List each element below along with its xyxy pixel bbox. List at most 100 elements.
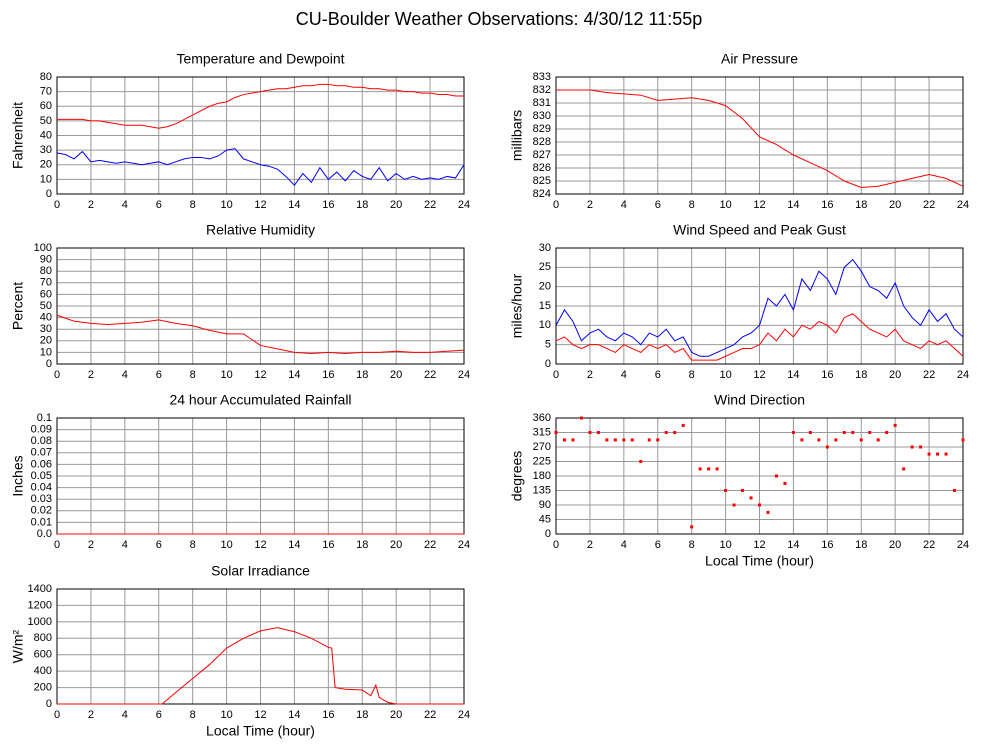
x-tick-label: 0 bbox=[553, 369, 559, 381]
x-tick-label: 14 bbox=[288, 199, 300, 211]
x-tick-label: 0 bbox=[54, 199, 60, 211]
x-tick-label: 24 bbox=[458, 539, 470, 551]
x-tick-label: 18 bbox=[356, 709, 368, 721]
x-tick-label: 6 bbox=[655, 539, 661, 551]
y-tick-label: 1000 bbox=[28, 616, 52, 628]
x-tick-label: 12 bbox=[753, 539, 765, 551]
y-tick-label: 50 bbox=[40, 300, 52, 312]
x-tick-label: 16 bbox=[322, 709, 334, 721]
y-tick-label: 30 bbox=[40, 323, 52, 335]
x-tick-label: 20 bbox=[889, 199, 901, 211]
x-tick-label: 12 bbox=[254, 369, 266, 381]
y-tick-label: 100 bbox=[34, 242, 52, 254]
x-tick-label: 16 bbox=[322, 539, 334, 551]
data-point bbox=[741, 489, 745, 492]
chart-title: Temperature and Dewpoint bbox=[176, 51, 344, 67]
y-tick-label: 829 bbox=[533, 123, 551, 135]
y-tick-label: 0.09 bbox=[31, 424, 52, 436]
data-point bbox=[647, 438, 651, 442]
y-tick-label: 40 bbox=[40, 129, 52, 141]
plot-frame bbox=[555, 76, 964, 195]
x-tick-label: 6 bbox=[156, 539, 162, 551]
x-tick-label: 8 bbox=[689, 369, 695, 381]
x-tick-label: 10 bbox=[220, 709, 232, 721]
x-tick-label: 16 bbox=[821, 369, 833, 381]
y-axis-label: millibars bbox=[509, 110, 525, 161]
y-tick-label: 0 bbox=[46, 358, 52, 370]
y-tick-label: 80 bbox=[40, 265, 52, 277]
x-tick-label: 18 bbox=[356, 199, 368, 211]
y-tick-label: 20 bbox=[40, 335, 52, 347]
y-tick-label: 0.02 bbox=[31, 505, 52, 517]
data-point bbox=[605, 438, 609, 442]
data-point bbox=[842, 431, 846, 434]
x-tick-label: 24 bbox=[957, 369, 969, 381]
y-tick-label: 20 bbox=[539, 281, 551, 293]
data-point bbox=[961, 438, 965, 442]
x-tick-label: 22 bbox=[923, 539, 935, 551]
y-tick-label: 831 bbox=[533, 97, 551, 109]
data-line bbox=[57, 627, 464, 705]
data-point bbox=[834, 438, 838, 442]
x-tick-label: 12 bbox=[254, 539, 266, 551]
chart-title: Relative Humidity bbox=[206, 222, 315, 238]
y-tick-label: 1200 bbox=[28, 599, 52, 611]
x-tick-label: 14 bbox=[787, 199, 799, 211]
plot-frame bbox=[56, 76, 465, 195]
x-tick-label: 24 bbox=[458, 369, 470, 381]
x-axis-label: Local Time (hour) bbox=[206, 723, 315, 739]
x-tick-label: 4 bbox=[122, 369, 128, 381]
data-point bbox=[622, 438, 626, 442]
data-point bbox=[851, 431, 855, 434]
chart-title: Air Pressure bbox=[721, 51, 798, 67]
data-point bbox=[876, 438, 880, 442]
plot-frame bbox=[56, 247, 465, 365]
data-point bbox=[800, 438, 804, 442]
x-tick-label: 0 bbox=[54, 539, 60, 551]
data-point bbox=[664, 431, 668, 434]
y-tick-label: 25 bbox=[539, 261, 551, 273]
data-point bbox=[944, 452, 948, 456]
y-tick-label: 830 bbox=[533, 110, 551, 122]
y-tick-label: 70 bbox=[40, 86, 52, 98]
x-tick-label: 6 bbox=[655, 199, 661, 211]
x-tick-label: 12 bbox=[254, 199, 266, 211]
y-tick-label: 0 bbox=[46, 188, 52, 200]
data-point bbox=[758, 503, 761, 507]
y-tick-label: 400 bbox=[34, 665, 52, 677]
data-point bbox=[766, 510, 770, 514]
x-tick-label: 8 bbox=[190, 369, 196, 381]
data-point bbox=[791, 431, 795, 434]
x-tick-label: 20 bbox=[889, 369, 901, 381]
x-tick-label: 18 bbox=[855, 539, 867, 551]
data-point bbox=[885, 431, 889, 434]
x-tick-label: 2 bbox=[88, 199, 94, 211]
y-tick-label: 20 bbox=[40, 159, 52, 171]
y-tick-label: 60 bbox=[40, 100, 52, 112]
x-tick-label: 18 bbox=[855, 199, 867, 211]
y-tick-label: 90 bbox=[539, 499, 551, 511]
data-point bbox=[936, 452, 940, 456]
x-tick-label: 22 bbox=[424, 709, 436, 721]
y-tick-label: 10 bbox=[539, 319, 551, 331]
chart-title: Wind Direction bbox=[714, 392, 805, 408]
data-point bbox=[707, 467, 711, 471]
y-tick-label: 225 bbox=[533, 455, 551, 467]
y-tick-label: 30 bbox=[539, 242, 551, 254]
x-tick-label: 24 bbox=[458, 709, 470, 721]
x-tick-label: 8 bbox=[190, 539, 196, 551]
page-title: CU-Boulder Weather Observations: 4/30/12… bbox=[296, 9, 703, 29]
x-tick-label: 20 bbox=[390, 539, 402, 551]
y-tick-label: 315 bbox=[533, 426, 551, 438]
data-point bbox=[749, 496, 753, 500]
y-axis-label: degrees bbox=[509, 451, 525, 502]
y-tick-label: 0.0 bbox=[37, 528, 52, 540]
x-tick-label: 22 bbox=[424, 539, 436, 551]
data-point bbox=[588, 431, 592, 434]
y-tick-label: 70 bbox=[40, 277, 52, 289]
data-point bbox=[579, 416, 583, 420]
x-tick-label: 24 bbox=[458, 199, 470, 211]
chart-title: Wind Speed and Peak Gust bbox=[673, 222, 846, 238]
plot-frame bbox=[555, 247, 964, 365]
